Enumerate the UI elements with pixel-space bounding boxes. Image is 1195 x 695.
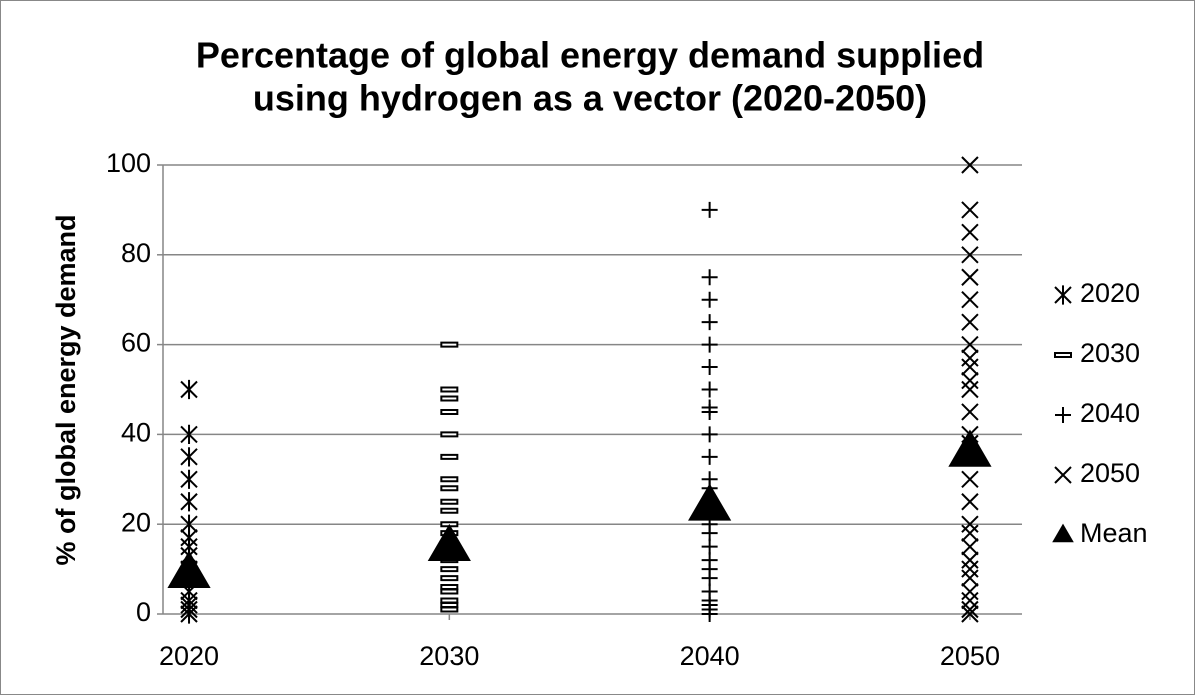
- point: [961, 349, 979, 367]
- point: [701, 448, 718, 465]
- point: [961, 201, 979, 219]
- point: [180, 424, 198, 444]
- point: [961, 290, 979, 309]
- y-axis-label: % of global energy demand: [51, 214, 81, 565]
- point: [440, 588, 459, 595]
- point: [440, 575, 459, 582]
- point: [961, 156, 979, 174]
- point: [961, 560, 979, 578]
- legend-label: 2030: [1080, 338, 1140, 368]
- point: [440, 566, 459, 573]
- point: [961, 246, 979, 264]
- point: [701, 314, 718, 331]
- point: [440, 584, 459, 591]
- point: [701, 201, 718, 218]
- point: [167, 550, 211, 588]
- legend-marker: [1055, 407, 1071, 423]
- point: [701, 606, 718, 622]
- point: [440, 507, 459, 514]
- point: [427, 523, 471, 562]
- chart-title: using hydrogen as a vector (2020-2050): [253, 78, 927, 119]
- point: [440, 408, 459, 415]
- point: [961, 313, 979, 331]
- point: [961, 551, 979, 569]
- point: [961, 380, 979, 399]
- legend-marker: [1054, 352, 1072, 358]
- y-tick-label: 100: [106, 148, 151, 178]
- point: [440, 485, 459, 492]
- x-tick-label: 2030: [419, 641, 479, 671]
- y-tick-label: 40: [121, 418, 151, 448]
- point: [701, 359, 718, 376]
- point: [701, 570, 718, 587]
- point: [440, 597, 459, 604]
- point: [961, 569, 979, 587]
- point: [961, 493, 979, 511]
- y-tick-label: 20: [121, 507, 151, 537]
- point: [961, 591, 979, 610]
- point: [688, 483, 732, 521]
- point: [961, 371, 979, 390]
- point: [440, 606, 459, 613]
- point: [440, 341, 459, 348]
- legend-marker: [1052, 523, 1074, 543]
- point: [961, 515, 979, 533]
- point: [961, 605, 979, 623]
- chart-title: Percentage of global energy demand suppl…: [196, 35, 984, 76]
- point: [961, 524, 979, 542]
- point: [961, 335, 979, 354]
- point: [440, 431, 459, 438]
- point: [701, 336, 718, 353]
- point: [701, 538, 718, 555]
- point: [440, 453, 459, 460]
- legend-label: 2040: [1080, 398, 1140, 428]
- x-tick-label: 2020: [159, 641, 219, 671]
- y-tick-label: 60: [121, 328, 151, 358]
- point: [701, 269, 718, 286]
- point: [440, 386, 459, 393]
- legend-marker: [1054, 285, 1072, 305]
- point: [701, 426, 718, 443]
- point: [701, 403, 718, 420]
- point: [440, 476, 459, 483]
- point: [701, 381, 718, 398]
- point: [180, 469, 198, 489]
- point: [180, 379, 198, 400]
- point: [961, 223, 979, 242]
- point: [440, 498, 459, 505]
- point: [440, 602, 459, 609]
- legend-label: 2020: [1080, 278, 1140, 308]
- point: [948, 429, 992, 467]
- point: [701, 525, 718, 542]
- point: [180, 447, 198, 467]
- point: [701, 291, 718, 308]
- y-tick-label: 0: [136, 597, 151, 627]
- point: [961, 358, 979, 376]
- point: [180, 604, 198, 624]
- point: [961, 470, 979, 489]
- legend-label: 2050: [1080, 458, 1140, 488]
- legend-label: Mean: [1080, 518, 1148, 548]
- y-tick-label: 80: [121, 238, 151, 268]
- x-tick-label: 2040: [680, 641, 740, 671]
- x-tick-label: 2050: [940, 641, 1000, 671]
- point: [440, 395, 459, 402]
- point: [961, 537, 979, 556]
- point: [961, 403, 979, 421]
- legend-marker: [1054, 466, 1072, 484]
- point: [961, 582, 979, 601]
- point: [180, 492, 198, 512]
- point: [961, 268, 979, 286]
- point: [961, 600, 979, 619]
